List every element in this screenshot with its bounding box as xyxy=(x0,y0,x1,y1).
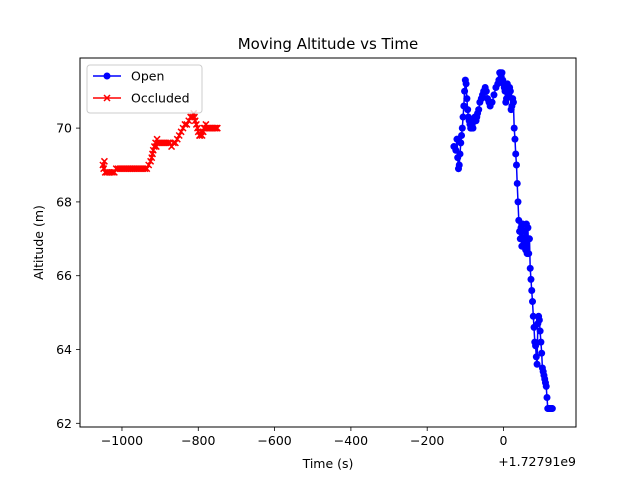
data-point-occluded xyxy=(183,120,191,128)
data-point-open xyxy=(461,87,469,95)
legend-occluded-label: Occluded xyxy=(131,91,190,106)
x-tick-label: −200 xyxy=(410,433,444,448)
data-point-open xyxy=(520,239,528,246)
data-point-open xyxy=(458,124,466,132)
legend: Open Occluded xyxy=(86,64,203,114)
y-tick-label: 66 xyxy=(56,268,72,283)
data-point-occluded xyxy=(175,131,183,140)
plot-frame xyxy=(79,57,577,428)
data-point-open xyxy=(513,179,521,187)
data-point-open xyxy=(498,69,506,77)
data-point-occluded xyxy=(100,157,108,165)
data-point-open xyxy=(538,349,546,357)
axes: −1000 −800 −600 −400 −200 0 62 64 66 68 70 xyxy=(56,121,507,448)
data-point-open xyxy=(488,98,496,106)
data-point-open xyxy=(511,135,519,143)
data-point-open xyxy=(510,124,518,132)
data-point-open xyxy=(529,312,537,320)
data-point-open xyxy=(463,95,471,103)
chart-title: Moving Altitude vs Time xyxy=(238,35,419,53)
data-point-open xyxy=(542,382,550,390)
y-tick-label: 68 xyxy=(56,194,72,209)
x-axis-offset-label: +1.72791e9 xyxy=(498,454,576,469)
data-point-open xyxy=(490,91,498,99)
data-point-open xyxy=(525,235,533,243)
data-point-open xyxy=(458,131,466,139)
data-point-open xyxy=(524,224,532,232)
data-point-open xyxy=(528,286,536,294)
y-axis-label: Altitude (m) xyxy=(31,205,46,280)
data-point-open xyxy=(543,393,551,401)
x-tick-label: −1000 xyxy=(101,433,143,448)
data-point-open xyxy=(475,106,483,114)
data-point-open xyxy=(509,98,517,106)
data-point-open xyxy=(482,87,490,95)
legend-occluded-marker xyxy=(103,94,111,102)
data-point-open xyxy=(456,150,464,158)
data-point-occluded xyxy=(213,124,221,132)
x-axis-label: Time (s) xyxy=(302,456,354,471)
data-point-open xyxy=(506,87,514,95)
y-tick-label: 64 xyxy=(56,342,72,357)
x-tick-label: −800 xyxy=(181,433,215,448)
data-point-open xyxy=(469,124,477,132)
data-point-occluded xyxy=(173,135,181,143)
data-point-open xyxy=(464,106,472,114)
data-point-open xyxy=(535,316,543,324)
data-point-open xyxy=(457,139,465,147)
data-point-occluded xyxy=(171,139,179,147)
data-point-open xyxy=(532,353,540,361)
data-point-open xyxy=(537,338,545,346)
x-tick-label: 0 xyxy=(500,433,508,448)
plot-area xyxy=(99,69,556,413)
data-point-open xyxy=(532,342,540,350)
x-tick-label: −600 xyxy=(257,433,291,448)
data-point-open xyxy=(512,161,520,169)
legend-open-marker xyxy=(103,72,111,80)
data-point-open xyxy=(536,327,544,335)
data-point-open xyxy=(533,360,541,368)
data-point-open xyxy=(529,298,537,306)
data-point-open xyxy=(462,80,470,88)
data-point-open xyxy=(459,113,467,121)
data-point-open xyxy=(525,250,533,258)
data-point-open xyxy=(455,161,463,169)
legend-box xyxy=(86,64,203,114)
data-point-open xyxy=(526,264,534,272)
data-point-occluded xyxy=(211,124,219,132)
data-point-open xyxy=(512,150,520,158)
data-point-open xyxy=(548,405,556,413)
y-tick-label: 62 xyxy=(56,416,72,431)
data-point-occluded xyxy=(177,128,185,136)
legend-open-label: Open xyxy=(131,69,164,84)
x-tick-label: −400 xyxy=(334,433,368,448)
y-tick-label: 70 xyxy=(56,121,72,136)
data-point-open xyxy=(527,275,535,283)
data-point-occluded xyxy=(145,161,153,169)
data-point-open xyxy=(514,198,522,206)
data-point-occluded xyxy=(143,165,151,173)
